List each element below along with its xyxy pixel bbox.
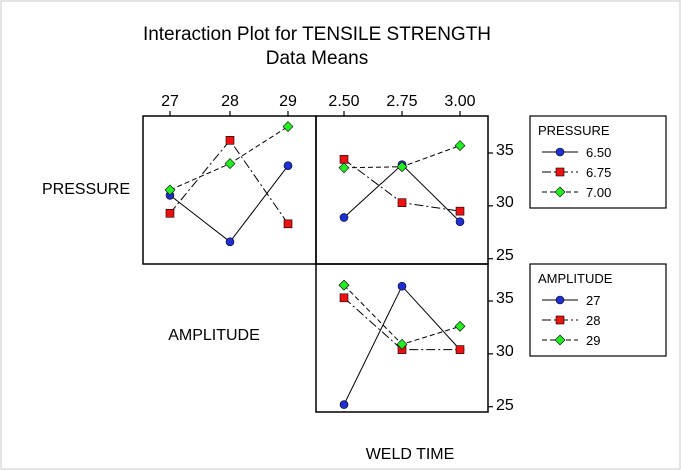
tick-label-y-35-top: 35 xyxy=(496,142,514,159)
legend-marker-amplitude-29 xyxy=(554,334,566,346)
data-point-amplitude-by-weld-time-29-2-50 xyxy=(338,279,350,291)
data-point-pressure-by-weld-time-6-50-3-00 xyxy=(455,217,465,227)
data-point-pressure-by-weld-time-7-00-3-00 xyxy=(454,140,466,152)
panel-series-pressure-by-weld-time xyxy=(338,140,466,227)
tick-label-y-25-bottom: 25 xyxy=(496,397,514,414)
legend-pressure-label-7-00: 7.00 xyxy=(586,185,611,200)
panel-amplitude-by-weld-time xyxy=(315,263,489,413)
panel-series-pressure-by-amplitude xyxy=(164,121,294,247)
tick-label-weld-3-00: 3.00 xyxy=(444,93,475,110)
data-point-amplitude-by-weld-time-28-3-00 xyxy=(455,345,465,354)
data-point-pressure-by-amplitude-6-50-29 xyxy=(283,161,293,170)
legend-pressure: PRESSURE 6.50 6.75 7.00 xyxy=(529,115,667,209)
tick-label-weld-2-75: 2.75 xyxy=(386,93,417,110)
legend-pressure-box xyxy=(529,115,667,209)
data-point-pressure-by-amplitude-7-00-29 xyxy=(282,121,294,132)
data-point-pressure-by-amplitude-6-50-28 xyxy=(225,237,235,247)
data-point-pressure-by-weld-time-7-00-2-50 xyxy=(338,162,350,174)
data-point-amplitude-by-weld-time-27-2-50 xyxy=(339,400,349,409)
data-point-pressure-by-weld-time-6-75-2-50 xyxy=(339,155,349,164)
legend-marker-pressure-6-50 xyxy=(555,147,565,157)
legend-amplitude-label-27: 27 xyxy=(586,293,600,308)
chart-subtitle: Data Means xyxy=(266,48,368,69)
panel-pressure-by-weld-time xyxy=(315,115,489,265)
legend-pressure-label-6-50: 6.50 xyxy=(586,145,611,160)
data-point-amplitude-by-weld-time-29-3-00 xyxy=(454,320,466,332)
tick-label-y-30-top: 30 xyxy=(496,194,514,211)
tick-label-y-25-top: 25 xyxy=(496,247,514,264)
tick-label-weld-2-50: 2.50 xyxy=(328,93,359,110)
legend-amplitude-box xyxy=(529,263,667,357)
legend-marker-amplitude-27 xyxy=(555,295,565,305)
axis-ticks xyxy=(169,111,493,408)
tick-label-amplitude-28: 28 xyxy=(221,93,239,110)
series-layer xyxy=(164,121,466,409)
legend-marker-pressure-7-00 xyxy=(554,186,566,198)
data-point-pressure-by-weld-time-7-00-2-75 xyxy=(396,161,408,173)
tick-label-y-35-bottom: 35 xyxy=(496,290,514,307)
data-point-amplitude-by-weld-time-28-2-50 xyxy=(339,293,349,303)
data-point-pressure-by-amplitude-6-75-28 xyxy=(225,136,235,145)
data-point-pressure-by-amplitude-6-75-27 xyxy=(165,208,175,218)
data-point-pressure-by-amplitude-7-00-28 xyxy=(224,158,236,169)
legend-pressure-items xyxy=(542,147,578,198)
factor-label-weld-time: WELD TIME xyxy=(366,446,455,463)
legend-marker-amplitude-28 xyxy=(555,315,565,325)
legend-amplitude-label-29: 29 xyxy=(586,333,600,348)
legend-amplitude-title: AMPLITUDE xyxy=(538,271,613,286)
tick-label-amplitude-29: 29 xyxy=(279,93,297,110)
data-point-pressure-by-weld-time-6-50-2-50 xyxy=(339,213,349,222)
series-line-pressure-by-amplitude-6-50 xyxy=(169,165,289,243)
data-point-pressure-by-weld-time-6-75-3-00 xyxy=(455,206,465,216)
data-point-amplitude-by-weld-time-27-2-75 xyxy=(397,281,407,291)
legend-pressure-title: PRESSURE xyxy=(538,123,610,138)
panel-series-amplitude-by-weld-time xyxy=(338,279,466,409)
factor-label-pressure: PRESSURE xyxy=(42,181,130,198)
series-line-pressure-by-weld-time-6-50 xyxy=(343,163,461,223)
legend-amplitude-items xyxy=(542,295,578,346)
data-point-pressure-by-weld-time-6-75-2-75 xyxy=(397,198,407,207)
legend-amplitude: AMPLITUDE 27 28 29 xyxy=(529,263,667,357)
data-point-pressure-by-amplitude-6-75-29 xyxy=(283,219,293,229)
series-line-amplitude-by-weld-time-28 xyxy=(343,297,460,351)
chart-title: Interaction Plot for TENSILE STRENGTH xyxy=(143,24,491,45)
legend-amplitude-label-28: 28 xyxy=(586,313,600,328)
legend-pressure-label-6-75: 6.75 xyxy=(586,165,611,180)
factor-label-amplitude: AMPLITUDE xyxy=(168,327,260,344)
data-point-amplitude-by-weld-time-29-2-75 xyxy=(396,338,408,350)
series-line-amplitude-by-weld-time-29 xyxy=(343,284,461,345)
tick-label-y-30-bottom: 30 xyxy=(496,343,514,360)
tick-label-amplitude-27: 27 xyxy=(161,93,179,110)
legend-marker-pressure-6-75 xyxy=(555,167,565,177)
data-point-pressure-by-amplitude-7-00-27 xyxy=(164,184,176,196)
